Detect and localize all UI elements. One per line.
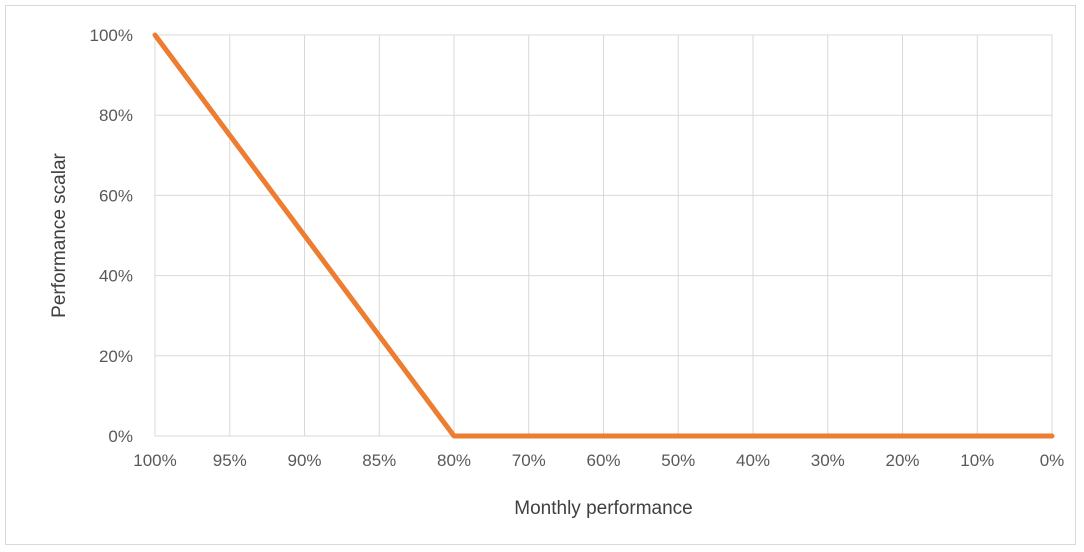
x-axis-ticks: 100% 95% 90% 85% 80% 70% 60% 50% 40% 30% 20% 10% 0% [133, 451, 1064, 470]
x-tick-label: 95% [213, 451, 247, 470]
y-tick-label: 60% [99, 186, 133, 205]
x-tick-label: 90% [287, 451, 321, 470]
x-tick-label: 30% [811, 451, 845, 470]
x-tick-label: 40% [736, 451, 770, 470]
x-tick-label: 70% [512, 451, 546, 470]
grid-lines [154, 34, 1053, 437]
x-tick-label: 50% [661, 451, 695, 470]
x-axis-title: Monthly performance [514, 498, 692, 519]
x-tick-label: 80% [437, 451, 471, 470]
x-tick-label: 100% [133, 451, 176, 470]
chart-frame [5, 5, 1076, 545]
x-tick-label: 10% [960, 451, 994, 470]
x-tick-label: 20% [885, 451, 919, 470]
y-tick-label: 20% [99, 347, 133, 366]
x-tick-label: 60% [586, 451, 620, 470]
y-axis-title: Performance scalar [49, 152, 70, 317]
y-tick-label: 80% [99, 106, 133, 125]
y-tick-label: 100% [90, 26, 133, 45]
y-tick-label: 0% [108, 427, 133, 446]
series-layer [152, 32, 1055, 439]
y-axis-ticks: 0% 20% 40% 60% 80% 100% [90, 26, 133, 446]
x-tick-label: 0% [1040, 451, 1065, 470]
x-tick-label: 85% [362, 451, 396, 470]
y-tick-label: 40% [99, 267, 133, 286]
